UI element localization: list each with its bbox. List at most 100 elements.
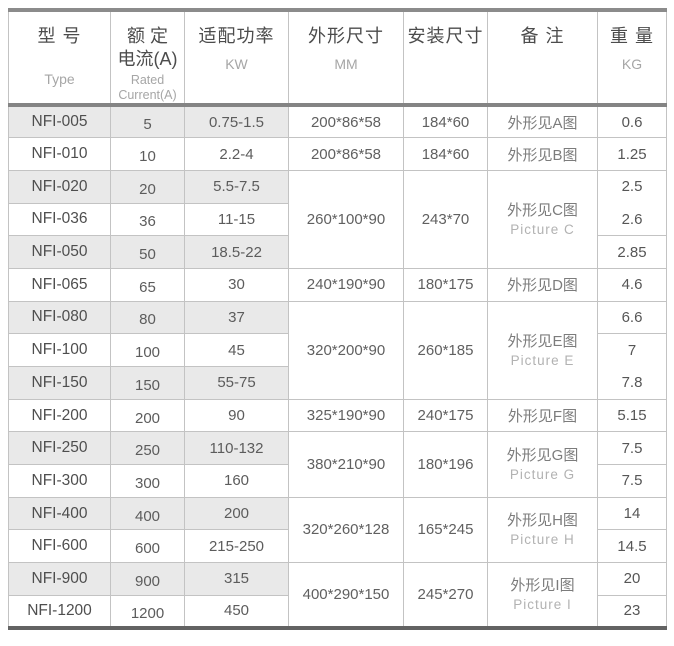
cell-model: NFI-080 bbox=[8, 300, 111, 335]
cell-install-merged: 260*185 bbox=[403, 300, 488, 400]
header-install-size-title: 安装尺寸 bbox=[407, 26, 484, 46]
cell-power: 160 bbox=[184, 464, 289, 498]
cell-install: 184*60 bbox=[403, 137, 488, 171]
cell-model: NFI-400 bbox=[8, 496, 111, 531]
cell-weight: 0.6 bbox=[597, 104, 667, 139]
remark-en: Picture H bbox=[510, 532, 575, 548]
cell-dimensions-merged: 260*100*90 bbox=[288, 169, 404, 269]
cell-install: 180*175 bbox=[403, 267, 488, 302]
cell-current: 20 bbox=[110, 169, 185, 204]
table-row: NFI-600 600 215-250 14.5 bbox=[8, 529, 667, 564]
cell-weight: 2.85 bbox=[597, 235, 667, 269]
cell-current: 300 bbox=[110, 464, 185, 498]
cell-remark-merged: 外形见E图 Picture E bbox=[487, 300, 598, 400]
cell-weight: 2.6 bbox=[597, 202, 667, 237]
remark-en: Picture G bbox=[509, 467, 576, 483]
cell-install-merged: 180*196 bbox=[403, 431, 488, 498]
cell-weight: 20 bbox=[597, 562, 667, 596]
header-rated-current-sub: Rated Current(A) bbox=[118, 73, 177, 102]
cell-power: 200 bbox=[184, 496, 289, 531]
cell-current: 100 bbox=[110, 333, 185, 367]
header-weight: 重 量 KG bbox=[597, 9, 667, 107]
cell-model: NFI-150 bbox=[8, 366, 111, 400]
remark-zh: 外形见E图 bbox=[507, 332, 578, 350]
cell-weight: 5.15 bbox=[597, 398, 667, 433]
remark-zh: 外形见C图 bbox=[507, 201, 578, 219]
cell-model: NFI-600 bbox=[8, 529, 111, 564]
cell-power: 5.5-7.5 bbox=[184, 169, 289, 204]
cell-install: 240*175 bbox=[403, 398, 488, 433]
cell-current: 150 bbox=[110, 366, 185, 400]
cell-weight: 7 bbox=[597, 333, 667, 367]
cell-current: 600 bbox=[110, 529, 185, 564]
cell-model: NFI-1200 bbox=[8, 594, 111, 629]
cell-dimensions-merged: 320*260*128 bbox=[288, 496, 404, 564]
cell-model: NFI-200 bbox=[8, 398, 111, 433]
cell-current: 1200 bbox=[110, 594, 185, 629]
cell-power: 18.5-22 bbox=[184, 235, 289, 269]
cell-weight: 4.6 bbox=[597, 267, 667, 302]
header-model: 型 号 Type bbox=[8, 9, 111, 107]
cell-current: 400 bbox=[110, 496, 185, 531]
cell-weight: 6.6 bbox=[597, 300, 667, 335]
cell-weight: 2.5 bbox=[597, 169, 667, 204]
header-power-sub: KW bbox=[225, 56, 248, 72]
cell-power: 45 bbox=[184, 333, 289, 367]
cell-weight: 14 bbox=[597, 496, 667, 531]
cell-install-merged: 243*70 bbox=[403, 169, 488, 269]
table-row: NFI-065 65 30 240*190*90 180*175 外形见D图 4… bbox=[8, 267, 667, 302]
cell-model: NFI-250 bbox=[8, 431, 111, 466]
header-model-title: 型 号 bbox=[37, 26, 82, 46]
cell-dimensions-merged: 400*290*150 bbox=[288, 562, 404, 629]
cell-model: NFI-300 bbox=[8, 464, 111, 498]
cell-current: 5 bbox=[110, 104, 185, 139]
cell-model: NFI-900 bbox=[8, 562, 111, 596]
cell-power: 11-15 bbox=[184, 202, 289, 237]
header-weight-sub: KG bbox=[621, 56, 643, 72]
header-model-sub: Type bbox=[44, 71, 75, 87]
cell-current: 200 bbox=[110, 398, 185, 433]
table-row: NFI-200 200 90 325*190*90 240*175 外形见F图 … bbox=[8, 398, 667, 433]
cell-current: 65 bbox=[110, 267, 185, 302]
header-rated-current-title: 额 定 电流(A) bbox=[117, 26, 178, 69]
cell-model: NFI-100 bbox=[8, 333, 111, 367]
header-dimensions-title: 外形尺寸 bbox=[308, 26, 384, 46]
cell-power: 110-132 bbox=[184, 431, 289, 466]
header-power-title: 适配功率 bbox=[198, 26, 275, 46]
cell-remark: 外形见B图 bbox=[487, 137, 598, 171]
table-row: NFI-080 80 37 320*200*90 260*185 外形见E图 P… bbox=[8, 300, 667, 400]
table-row: NFI-020 20 5.5-7.5 260*100*90 243*70 外形见… bbox=[8, 169, 667, 269]
remark-en: Picture I bbox=[513, 597, 572, 613]
cell-remark: 外形见D图 bbox=[487, 267, 598, 302]
cell-dimensions-merged: 320*200*90 bbox=[288, 300, 404, 400]
table-row: NFI-150 150 55-75 7.8 bbox=[8, 366, 667, 400]
table-row: NFI-005 5 0.75-1.5 200*86*58 184*60 外形见A… bbox=[8, 104, 667, 139]
cell-model: NFI-065 bbox=[8, 267, 111, 302]
cell-power: 0.75-1.5 bbox=[184, 104, 289, 139]
table-row: NFI-050 50 18.5-22 2.85 bbox=[8, 235, 667, 269]
header-remark-title: 备 注 bbox=[520, 26, 565, 46]
header-weight-title: 重 量 bbox=[609, 26, 654, 46]
cell-weight: 23 bbox=[597, 594, 667, 629]
cell-dimensions: 200*86*58 bbox=[288, 137, 404, 171]
cell-current: 80 bbox=[110, 300, 185, 335]
cell-remark-merged: 外形见G图 Picture G bbox=[487, 431, 598, 498]
cell-power: 2.2-4 bbox=[184, 137, 289, 171]
cell-current: 900 bbox=[110, 562, 185, 596]
cell-weight: 7.5 bbox=[597, 464, 667, 498]
table-row: NFI-250 250 110-132 380*210*90 180*196 外… bbox=[8, 431, 667, 498]
cell-remark-merged: 外形见H图 Picture H bbox=[487, 496, 598, 564]
cell-remark: 外形见F图 bbox=[487, 398, 598, 433]
header-power: 适配功率 KW bbox=[184, 9, 289, 107]
cell-current: 10 bbox=[110, 137, 185, 171]
table-row: NFI-900 900 315 400*290*150 245*270 外形见I… bbox=[8, 562, 667, 629]
remark-zh: 外形见H图 bbox=[507, 512, 578, 530]
cell-dimensions-merged: 380*210*90 bbox=[288, 431, 404, 498]
cell-current: 250 bbox=[110, 431, 185, 466]
cell-model: NFI-036 bbox=[8, 202, 111, 237]
cell-model: NFI-020 bbox=[8, 169, 111, 204]
cell-install-merged: 245*270 bbox=[403, 562, 488, 629]
header-install-size: 安装尺寸 bbox=[403, 9, 488, 107]
cell-model: NFI-050 bbox=[8, 235, 111, 269]
remark-en: Picture C bbox=[510, 221, 575, 237]
